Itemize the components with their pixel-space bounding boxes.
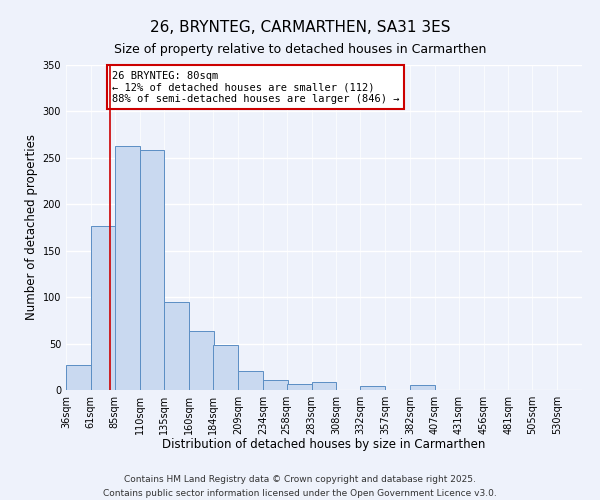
X-axis label: Distribution of detached houses by size in Carmarthen: Distribution of detached houses by size … — [163, 438, 485, 452]
Bar — [164, 302, 189, 390]
Bar — [287, 384, 311, 390]
Bar — [311, 382, 337, 390]
Bar — [91, 226, 116, 390]
Bar — [115, 146, 140, 390]
Bar — [189, 330, 214, 390]
Text: Contains HM Land Registry data © Crown copyright and database right 2025.
Contai: Contains HM Land Registry data © Crown c… — [103, 476, 497, 498]
Y-axis label: Number of detached properties: Number of detached properties — [25, 134, 38, 320]
Text: Size of property relative to detached houses in Carmarthen: Size of property relative to detached ho… — [114, 42, 486, 56]
Bar — [213, 346, 238, 390]
Text: 26 BRYNTEG: 80sqm
← 12% of detached houses are smaller (112)
88% of semi-detache: 26 BRYNTEG: 80sqm ← 12% of detached hous… — [112, 70, 399, 104]
Bar — [263, 380, 288, 390]
Bar — [360, 386, 385, 390]
Bar — [238, 372, 263, 390]
Bar — [140, 150, 164, 390]
Bar — [66, 365, 91, 390]
Bar — [410, 386, 435, 390]
Text: 26, BRYNTEG, CARMARTHEN, SA31 3ES: 26, BRYNTEG, CARMARTHEN, SA31 3ES — [150, 20, 450, 35]
